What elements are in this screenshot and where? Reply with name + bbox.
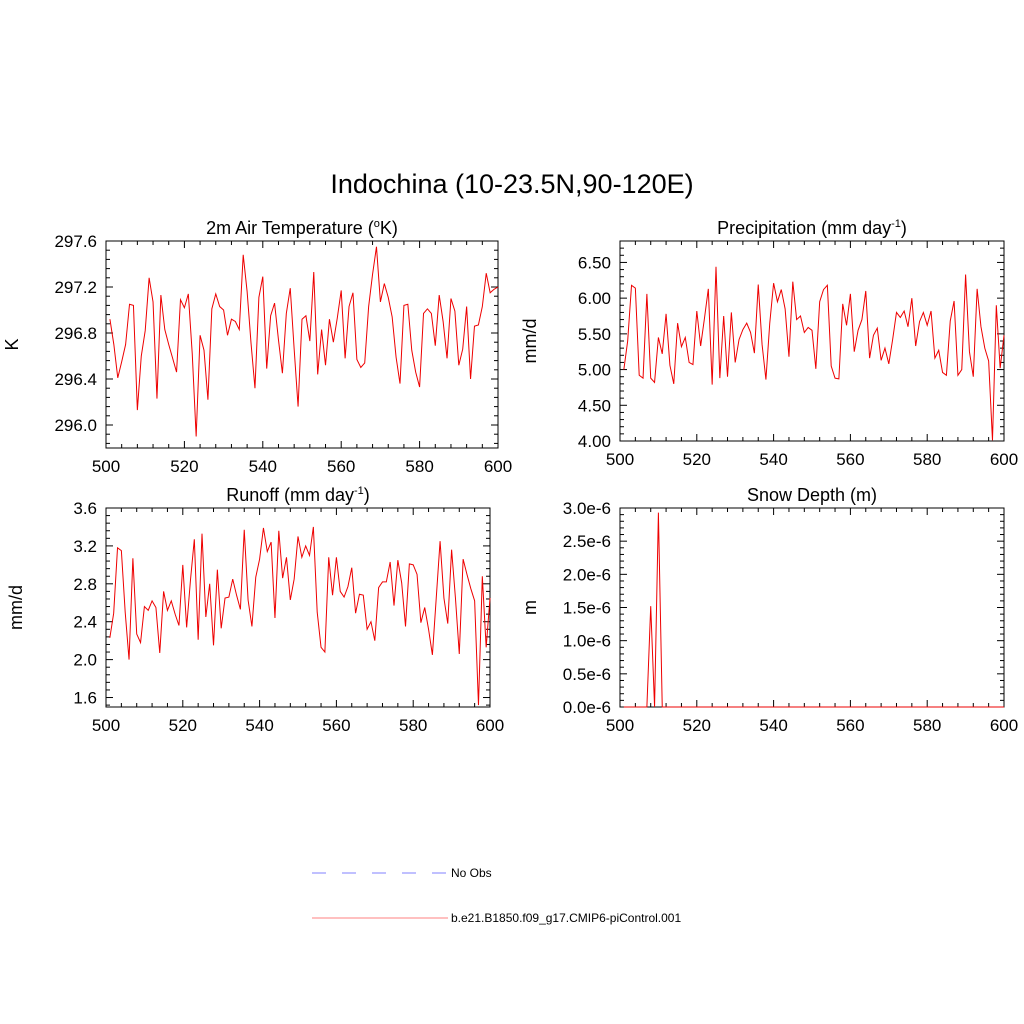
x-tick-label: 500 bbox=[606, 716, 634, 735]
x-tick-label: 580 bbox=[405, 457, 433, 476]
y-tick-label: 3.2 bbox=[73, 537, 97, 556]
y-tick-label: 1.0e-6 bbox=[563, 632, 611, 651]
x-tick-label: 600 bbox=[476, 716, 504, 735]
legend: No Obs b.e21.B1850.f09_g17.CMIP6-piContr… bbox=[312, 866, 681, 925]
panel-title-snow: Snow Depth (m) bbox=[747, 485, 877, 505]
x-tick-label: 540 bbox=[245, 716, 273, 735]
y-axis-label-temperature: K bbox=[2, 338, 22, 350]
x-tick-label: 560 bbox=[836, 716, 864, 735]
y-axis-label-snow: m bbox=[520, 600, 540, 615]
panel-title-sup: -1 bbox=[891, 218, 901, 230]
panel-title-runoff: Runoff (mm day-1) bbox=[226, 485, 370, 505]
y-tick-label: 4.50 bbox=[578, 396, 611, 415]
y-tick-label: 296.0 bbox=[54, 416, 97, 435]
series-line-runoff bbox=[109, 526, 491, 706]
legend-label-model: b.e21.B1850.f09_g17.CMIP6-piControl.001 bbox=[451, 911, 681, 925]
x-tick-label: 600 bbox=[990, 450, 1018, 469]
panel-title-main: Snow Depth (m) bbox=[747, 485, 877, 505]
y-tick-label: 2.4 bbox=[73, 613, 97, 632]
y-tick-label: 0.0e-6 bbox=[563, 698, 611, 717]
x-tick-label: 580 bbox=[399, 716, 427, 735]
y-tick-label: 5.00 bbox=[578, 361, 611, 380]
y-tick-label: 5.50 bbox=[578, 325, 611, 344]
y-tick-label: 2.0 bbox=[73, 651, 97, 670]
y-tick-label: 296.4 bbox=[54, 370, 97, 389]
x-tick-label: 520 bbox=[170, 457, 198, 476]
y-tick-label: 6.50 bbox=[578, 253, 611, 272]
plot-frame-runoff bbox=[105, 507, 491, 708]
y-tick-label: 2.5e-6 bbox=[563, 532, 611, 551]
plot-frame-temperature bbox=[105, 240, 499, 449]
x-tick-label: 500 bbox=[606, 450, 634, 469]
x-tick-label: 520 bbox=[169, 716, 197, 735]
y-tick-label: 296.8 bbox=[54, 324, 97, 343]
panel-title-temperature: 2m Air Temperature (oK) bbox=[206, 218, 398, 238]
y-axis-label-precipitation: mm/d bbox=[520, 319, 540, 364]
panel-snow: Snow Depth (m) 500 520 540 560 580 600 0.0e-6 0.… bbox=[520, 485, 1018, 735]
x-tick-label: 520 bbox=[683, 450, 711, 469]
panels-group: 2m Air Temperature (oK)500 520 540 560 580 60… bbox=[2, 218, 1018, 735]
x-tick-label: 600 bbox=[484, 457, 512, 476]
y-axis-label-runoff: mm/d bbox=[6, 585, 26, 630]
series-line-temperature bbox=[109, 246, 499, 437]
y-tick-label: 1.6 bbox=[73, 689, 97, 708]
y-tick-label: 1.5e-6 bbox=[563, 599, 611, 618]
chart-title: Indochina (10-23.5N,90-120E) bbox=[330, 169, 693, 199]
panel-title-sup: -1 bbox=[354, 485, 364, 497]
x-tick-label: 580 bbox=[913, 450, 941, 469]
y-tick-label: 4.00 bbox=[578, 432, 611, 451]
panel-title-tail: ) bbox=[364, 485, 370, 505]
x-tick-label: 600 bbox=[990, 716, 1018, 735]
y-tick-label: 297.6 bbox=[54, 232, 97, 251]
x-tick-label: 560 bbox=[836, 450, 864, 469]
x-tick-label: 540 bbox=[759, 450, 787, 469]
y-tick-label: 3.0e-6 bbox=[563, 499, 611, 518]
panel-precipitation: Precipitation (mm day-1) 500 520 540 560 580 6… bbox=[520, 218, 1018, 469]
x-tick-label: 580 bbox=[913, 716, 941, 735]
panel-runoff: Runoff (mm day-1) 500 520 540 560 580 600 1.6 2.… bbox=[6, 485, 504, 735]
y-tick-label: 3.6 bbox=[73, 499, 97, 518]
y-tick-label: 297.2 bbox=[54, 278, 97, 297]
x-tick-label: 520 bbox=[683, 716, 711, 735]
panel-title-sup: o bbox=[374, 218, 380, 230]
series-line-precipitation bbox=[623, 266, 1005, 441]
x-tick-label: 500 bbox=[92, 716, 120, 735]
panel-title-main: 2m Air Temperature ( bbox=[206, 218, 374, 238]
panel-title-tail: ) bbox=[901, 218, 907, 238]
y-tick-label: 2.8 bbox=[73, 575, 97, 594]
legend-label-no-obs: No Obs bbox=[451, 866, 492, 880]
panel-temperature: 2m Air Temperature (oK) 500 520 540 560 580 60… bbox=[2, 218, 512, 476]
panel-title-main: Precipitation (mm day bbox=[717, 218, 891, 238]
panel-title-precipitation: Precipitation (mm day-1) bbox=[717, 218, 907, 238]
panel-title-tail: K) bbox=[380, 218, 398, 238]
x-tick-label: 560 bbox=[327, 457, 355, 476]
x-tick-label: 540 bbox=[759, 716, 787, 735]
y-tick-label: 2.0e-6 bbox=[563, 565, 611, 584]
series-line-snow bbox=[623, 512, 1004, 708]
x-tick-label: 540 bbox=[249, 457, 277, 476]
y-tick-label: 0.5e-6 bbox=[563, 665, 611, 684]
panel-title-main: Runoff (mm day bbox=[226, 485, 354, 505]
x-tick-label: 500 bbox=[92, 457, 120, 476]
y-tick-label: 6.00 bbox=[578, 289, 611, 308]
x-tick-label: 560 bbox=[322, 716, 350, 735]
